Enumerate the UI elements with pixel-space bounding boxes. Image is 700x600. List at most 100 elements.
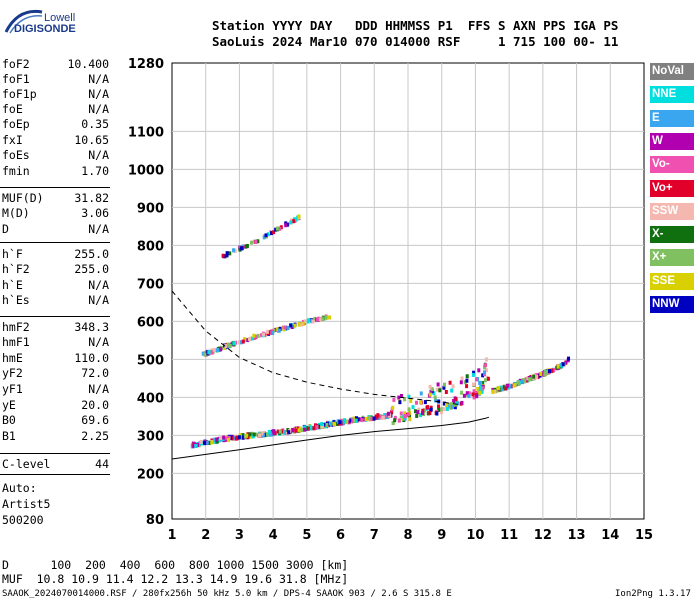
echo-point [556,364,560,369]
echo-point [386,411,390,416]
echo-point [221,253,225,258]
profile-curve [171,416,490,460]
param-name: MUF(D) [2,191,44,205]
echo-point [460,400,464,405]
echo-point [228,343,232,348]
logo-text-lowell: Lowell [44,12,76,24]
echo-point [237,435,241,440]
echo-point [391,405,395,410]
echo-point [372,416,376,421]
echo-point [286,428,290,433]
divider [0,187,110,188]
x-tick-label: 14 [601,528,619,543]
x-tick-label: 12 [534,528,552,543]
echo-point [486,376,490,381]
echo-point [239,340,243,345]
echo-point [539,371,543,376]
param-name: B1 [2,429,16,443]
auto-code: 500200 [2,513,44,527]
echo-point [393,415,397,420]
echo-point [277,328,281,333]
x-tick-label: 13 [568,528,586,543]
echo-point [435,387,439,392]
echo-point [219,347,223,352]
echo-point [269,431,273,436]
echo-point [194,443,198,448]
echo-point [508,383,512,388]
echo-point [483,378,487,383]
echo-point [463,380,467,385]
param-value: N/A [88,382,109,396]
echo-point [276,327,280,332]
echo-point [248,432,252,437]
echo-point [535,375,539,380]
echo-point [429,407,433,412]
param-name: hmE [2,351,23,365]
echo-point [252,432,256,437]
y-tick-label: 800 [137,239,164,254]
echo-point [305,425,309,430]
echo-point [201,351,205,356]
param-name: fmin [2,164,30,178]
echo-point [343,419,347,424]
divider [0,453,110,454]
param-row: D N/A [2,222,109,237]
header-line-2: SaoLuis 2024 Mar10 070 014000 RSF 1 715 … [212,34,619,49]
echo-point [205,351,209,356]
echo-point [411,405,415,410]
echo-point [403,411,407,416]
echo-point [472,370,476,375]
echo-point [523,379,527,384]
echo-point [249,434,253,439]
header-line-1: Station YYYY DAY DDD HHMMSS P1 FFS S AXN… [212,18,619,33]
echo-point [240,246,244,251]
echo-point [444,390,448,395]
x-tick-label: 6 [336,528,345,543]
echo-point [316,317,320,322]
echo-point [367,415,371,420]
echo-point [437,407,441,412]
echo-point [451,384,455,389]
echo-point [376,413,380,418]
echo-point [318,317,322,322]
echo-point [443,382,447,387]
echo-point [278,226,282,231]
echo-point [401,416,405,421]
echo-point [415,413,419,418]
echo-point [238,433,242,438]
echo-point [399,411,403,416]
param-row: foF1 N/A [2,72,109,87]
echo-point [402,414,406,419]
echo-point [391,421,395,426]
echo-point [378,414,382,419]
echo-point [303,425,307,430]
param-row: yE 20.0 [2,398,109,413]
echo-point [258,433,262,438]
echo-point [502,384,506,389]
param-value: 10.65 [74,133,109,147]
echo-point [381,415,385,420]
echo-point [446,404,450,409]
echo-point [481,381,485,386]
echo-point [440,407,444,412]
echo-point [407,394,411,399]
echo-point [244,244,248,249]
echo-point [254,240,258,245]
echo-point [210,440,214,445]
echo-point [256,239,260,244]
param-name: yE [2,398,16,412]
echo-point [428,392,432,397]
echo-point [453,405,457,410]
echo-point [567,356,571,361]
auto-artist: Artist5 [2,497,51,511]
echo-point [285,222,289,227]
echo-point [428,411,432,416]
echo-point [450,388,454,393]
echo-point [219,436,223,441]
legend-item: Vo- [650,156,694,174]
param-value: N/A [88,278,109,292]
x-tick-label: 7 [370,528,379,543]
echo-point [419,400,423,405]
echo-point [224,344,228,349]
